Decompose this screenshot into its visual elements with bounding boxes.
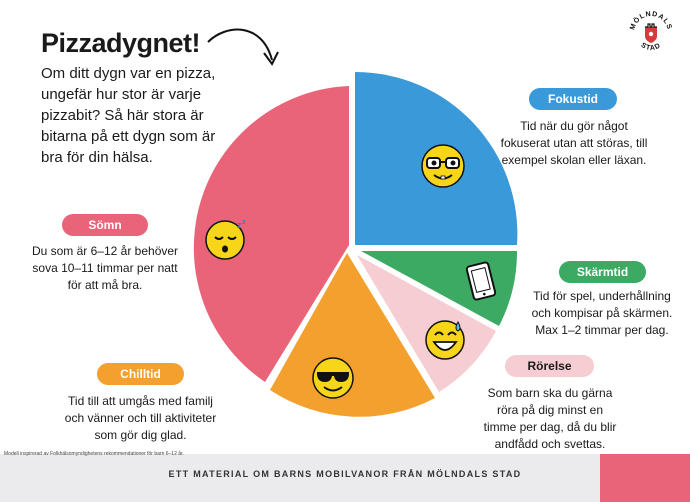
text-skarmtid: Tid för spel, underhållning och kompisar… <box>531 289 673 337</box>
label-skarmtid: Skärmtid <box>559 261 646 283</box>
sleeping-face-icon: z z <box>205 219 246 260</box>
tablet-icon <box>465 261 497 301</box>
footer-text: ETT MATERIAL OM BARNS MOBILVANOR FRÅN MÖ… <box>168 469 522 479</box>
svg-text:z: z <box>242 219 246 226</box>
label-somn: Sömn <box>62 214 148 236</box>
svg-text:STAD: STAD <box>640 42 663 52</box>
text-chilltid: Tid till att umgås med familj och vänner… <box>64 394 217 442</box>
curved-arrow-icon <box>207 28 279 66</box>
molndals-stad-logo: MÖLNDALS STAD <box>629 11 672 52</box>
footer-source-note: Modell inspirerad av Folkhälsomyndighete… <box>4 451 184 457</box>
footer-band <box>0 454 600 502</box>
slice-somn <box>193 86 349 382</box>
text-fokustid: Tid när du gör något fokuserat utan att … <box>500 119 648 167</box>
label-rorelse: Rörelse <box>505 355 594 377</box>
slice-rorelse <box>357 255 496 392</box>
sunglasses-face-icon <box>312 357 354 399</box>
label-fokustid: Fokustid <box>529 88 617 110</box>
text-somn: Du som är 6–12 år behöver sova 10–11 tim… <box>31 244 179 292</box>
footer-accent-block <box>600 454 690 502</box>
slice-chilltid <box>270 253 435 417</box>
page-title: Pizzadygnet! <box>41 28 201 58</box>
intro-text: Om ditt dygn var en pizza, ungefär hur s… <box>41 65 216 166</box>
text-rorelse: Som barn ska du gärna röra på dig minst … <box>483 386 617 451</box>
sweat-smile-icon <box>425 320 465 360</box>
svg-text:z: z <box>237 220 242 230</box>
label-chilltid: Chilltid <box>97 363 184 385</box>
nerd-face-icon <box>421 144 465 188</box>
